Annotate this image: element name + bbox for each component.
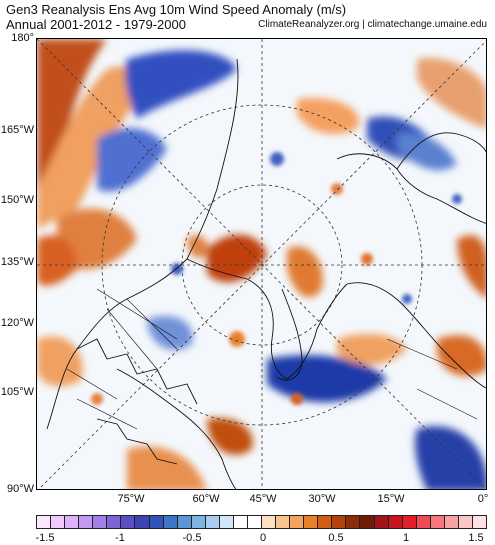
colorbar (36, 515, 487, 529)
label-45w: 45°W (249, 493, 277, 505)
colorbar-swatch (262, 516, 277, 528)
label-60w: 60°W (192, 493, 220, 505)
label-0: 0° (477, 493, 489, 505)
tick-neg1-5: -1.5 (35, 532, 55, 544)
colorbar-swatch (290, 516, 305, 528)
colorbar-swatch (276, 516, 291, 528)
colorbar-swatch (318, 516, 333, 528)
colorbar-swatch (346, 516, 361, 528)
colorbar-swatch (402, 516, 417, 528)
colorbar-swatch (219, 516, 234, 528)
tick-0: 0 (259, 532, 267, 544)
colorbar-swatch (37, 516, 52, 528)
colorbar-swatch (247, 516, 262, 528)
label-165w: 165°W (0, 124, 34, 136)
colorbar-swatch (163, 516, 178, 528)
label-30w: 30°W (308, 493, 336, 505)
colorbar-swatch (79, 516, 94, 528)
label-150w: 150°W (0, 194, 34, 206)
colorbar-swatch (205, 516, 220, 528)
colorbar-swatch (304, 516, 319, 528)
label-105w: 105°W (0, 386, 34, 398)
colorbar-swatch (135, 516, 150, 528)
colorbar-ticks: -1.5 -1 -0.5 0 0.5 1 1.5 (36, 532, 487, 545)
colorbar-swatch (65, 516, 80, 528)
colorbar-swatch (121, 516, 136, 528)
label-75w: 75°W (117, 493, 145, 505)
label-15w: 15°W (377, 493, 405, 505)
colorbar-swatch (374, 516, 389, 528)
colorbar-swatch (444, 516, 459, 528)
borders (66, 288, 478, 430)
map-title: Gen3 Reanalysis Ens Avg 10m Wind Speed A… (6, 2, 347, 17)
colorbar-swatch (107, 516, 122, 528)
colorbar-swatch (388, 516, 403, 528)
map-subtitle: Annual 2001-2012 - 1979-2000 (6, 17, 186, 32)
colorbar-swatch (332, 516, 347, 528)
credit-text[interactable]: ClimateReanalyzer.org | climatechange.um… (258, 19, 487, 30)
tick-1: 1 (402, 532, 410, 544)
colorbar-swatch (51, 516, 66, 528)
colorbar-swatch (458, 516, 473, 528)
colorbar-swatch (472, 516, 486, 528)
label-180: 180° (11, 32, 34, 44)
tick-0-5: 0.5 (328, 532, 344, 544)
colorbar-swatch (360, 516, 375, 528)
graticule (37, 39, 486, 489)
colorbar-swatch (191, 516, 206, 528)
label-135w: 135°W (0, 256, 34, 268)
colorbar-swatch (416, 516, 431, 528)
colorbar-swatch (177, 516, 192, 528)
colorbar-swatch (430, 516, 445, 528)
colorbar-swatch (149, 516, 164, 528)
anomaly-field (37, 39, 486, 489)
colorbar-swatch (233, 516, 248, 528)
tick-neg1: -1 (115, 532, 125, 544)
tick-neg0-5: -0.5 (182, 532, 202, 544)
coastlines (46, 58, 486, 489)
label-120w: 120°W (0, 317, 34, 329)
label-90w: 90°W (6, 483, 34, 495)
colorbar-swatch (93, 516, 108, 528)
anomaly-map (36, 38, 487, 490)
anomaly-blobs (37, 39, 486, 489)
tick-1-5: 1.5 (468, 532, 484, 544)
